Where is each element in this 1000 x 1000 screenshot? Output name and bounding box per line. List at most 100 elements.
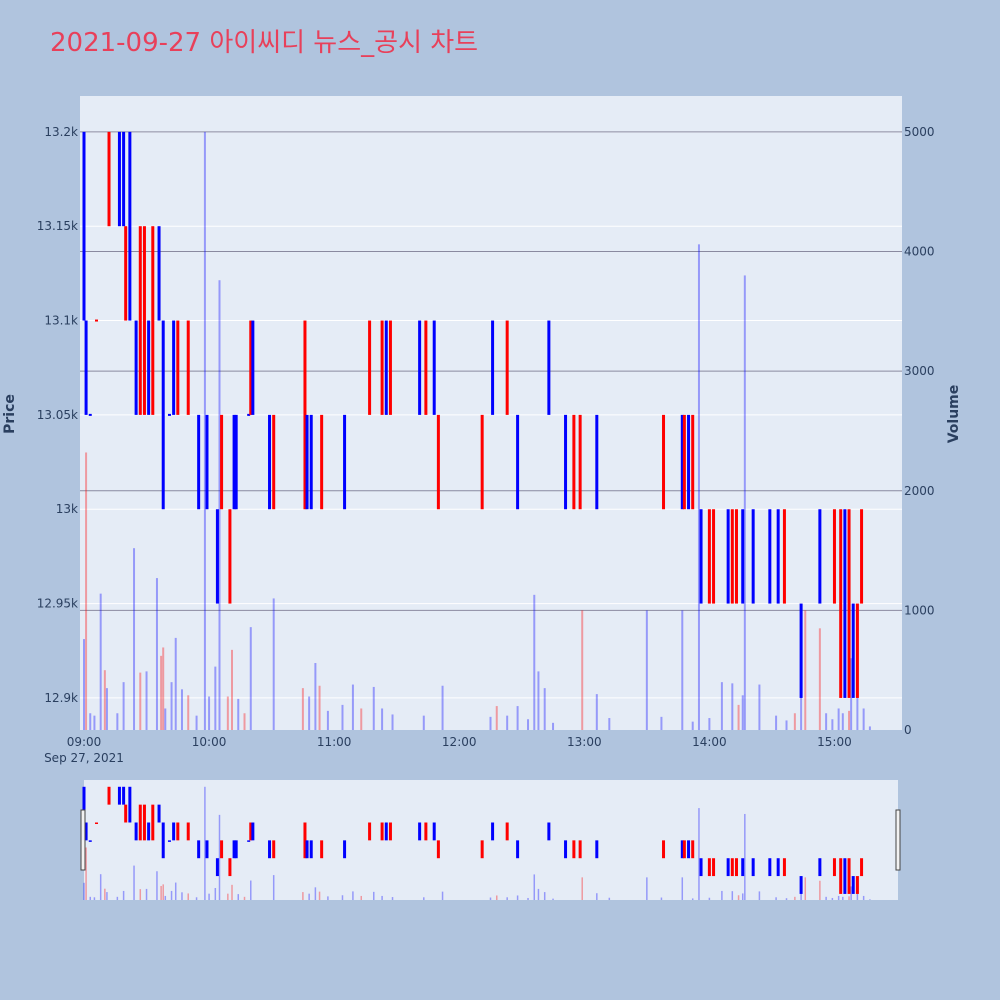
candle bbox=[134, 320, 138, 415]
mini-candle bbox=[142, 804, 146, 841]
mini-candle bbox=[161, 822, 165, 859]
mini-volume-bar bbox=[681, 877, 684, 900]
candle bbox=[855, 603, 859, 698]
time-tick-label: 13:00 bbox=[567, 735, 602, 749]
volume-bar bbox=[441, 685, 444, 730]
mini-volume-bar bbox=[496, 895, 498, 900]
candle bbox=[147, 320, 151, 415]
candle bbox=[741, 509, 745, 604]
volume-bar bbox=[825, 713, 828, 730]
mini-candle bbox=[215, 858, 219, 877]
volume-bar bbox=[868, 726, 871, 730]
volume-bar bbox=[581, 610, 584, 730]
candle bbox=[122, 131, 126, 227]
mini-volume-bar bbox=[99, 874, 102, 900]
volume-bar bbox=[162, 647, 165, 730]
mini-candle bbox=[247, 840, 251, 842]
price-tick-label: 13.15k bbox=[37, 219, 78, 233]
candle bbox=[232, 414, 236, 510]
mini-candle bbox=[309, 840, 313, 859]
volume-bar bbox=[681, 610, 684, 730]
price-tick-label: 12.95k bbox=[37, 597, 78, 611]
volume-bar bbox=[160, 655, 163, 730]
mini-volume-bar bbox=[227, 893, 229, 900]
mini-candle bbox=[480, 840, 484, 859]
volume-bar bbox=[391, 714, 394, 730]
mini-volume-bar bbox=[156, 871, 158, 900]
volume-bar bbox=[187, 695, 190, 730]
mini-volume-bar bbox=[327, 896, 329, 900]
mini-candle bbox=[95, 822, 99, 824]
mini-volume-bar bbox=[758, 891, 761, 900]
volume-bar bbox=[595, 694, 598, 730]
rangeslider-left-handle[interactable] bbox=[80, 809, 86, 871]
mini-volume-bar bbox=[302, 892, 304, 900]
mini-candle bbox=[741, 858, 745, 877]
volume-bar bbox=[99, 593, 102, 730]
candle bbox=[436, 414, 440, 510]
volume-bar bbox=[645, 610, 648, 730]
mini-volume-bar bbox=[93, 897, 96, 900]
mini-candle bbox=[751, 858, 755, 877]
candle bbox=[818, 509, 822, 604]
mini-candle bbox=[768, 858, 772, 877]
main-plot-background bbox=[80, 96, 902, 730]
mini-volume-bar bbox=[243, 896, 246, 900]
mini-candle bbox=[84, 822, 88, 841]
volume-bar bbox=[122, 682, 125, 730]
volume-bar bbox=[360, 708, 363, 730]
volume-bar bbox=[527, 719, 530, 730]
mini-volume-bar bbox=[139, 889, 142, 900]
volume-bar bbox=[850, 658, 853, 730]
candle bbox=[782, 509, 786, 604]
mini-candle bbox=[320, 840, 324, 859]
candle bbox=[197, 414, 201, 510]
mini-volume-bar bbox=[231, 884, 233, 900]
volume-axis: 0 1000 2000 3000 4000 5000 bbox=[904, 125, 935, 737]
mini-volume-bar bbox=[360, 895, 363, 900]
mini-candle bbox=[578, 840, 582, 859]
volume-bar bbox=[489, 716, 492, 730]
mini-candle bbox=[249, 822, 253, 841]
candle bbox=[234, 414, 238, 510]
volume-bar bbox=[83, 639, 85, 730]
volume-bar bbox=[831, 719, 834, 730]
mini-volume-bar bbox=[145, 888, 148, 900]
candle bbox=[699, 509, 703, 604]
mini-candle bbox=[388, 822, 392, 841]
mini-candle bbox=[234, 840, 238, 859]
volume-bar bbox=[318, 685, 321, 730]
candle bbox=[161, 320, 165, 510]
mini-candle bbox=[186, 822, 190, 841]
mini-candle bbox=[124, 804, 128, 823]
candle bbox=[751, 509, 755, 604]
mini-volume-bar bbox=[552, 898, 554, 900]
mini-volume-bar bbox=[195, 897, 198, 900]
mini-volume-bar bbox=[731, 891, 734, 900]
mini-volume-bar bbox=[272, 875, 275, 900]
mini-candle bbox=[564, 840, 568, 859]
mini-volume-bar bbox=[533, 874, 536, 900]
candle bbox=[480, 414, 484, 510]
mini-volume-bar bbox=[794, 896, 796, 900]
mini-volume-bar bbox=[423, 897, 425, 900]
mini-candle bbox=[818, 858, 822, 877]
mini-candle bbox=[572, 840, 576, 859]
volume-bar bbox=[372, 686, 375, 730]
mini-candle bbox=[516, 840, 520, 859]
volume-bar bbox=[208, 696, 211, 730]
candle bbox=[799, 603, 803, 698]
candle bbox=[151, 226, 155, 415]
mini-volume-bar bbox=[543, 892, 546, 900]
candle bbox=[851, 603, 855, 698]
rangeslider-right-handle[interactable] bbox=[895, 809, 901, 871]
mini-candle bbox=[368, 822, 372, 841]
candle bbox=[726, 509, 730, 604]
rangeslider-preview bbox=[82, 786, 871, 900]
mini-volume-bar bbox=[204, 786, 206, 900]
mini-volume-bar bbox=[869, 899, 871, 900]
mini-volume-bar bbox=[160, 885, 162, 900]
mini-candle bbox=[228, 858, 232, 877]
mini-candle bbox=[303, 822, 307, 859]
